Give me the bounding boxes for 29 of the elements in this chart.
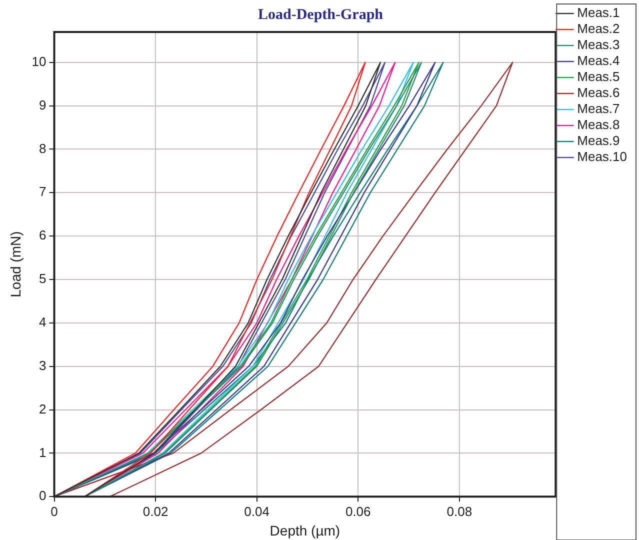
y-tick-label: 9 [39,97,46,112]
legend-label: Meas.6 [577,85,620,100]
y-tick-label: 2 [39,401,46,416]
y-tick-label: 0 [39,488,46,504]
x-tick-label: 0.02 [142,504,168,519]
x-axis-title: Depth (µm) [270,522,340,538]
x-tick-label: 0.06 [345,504,371,519]
y-axis-title: Load (mN) [7,231,24,298]
y-tick-label: 3 [39,358,46,373]
legend-label: Meas.1 [577,5,620,20]
legend-label: Meas.10 [577,149,628,164]
y-tick-label: 4 [39,314,46,330]
legend-label: Meas.4 [577,53,620,68]
y-tick-label: 10 [32,54,46,69]
legend-label: Meas.9 [577,133,620,148]
y-tick-label: 8 [39,140,46,156]
x-tick-label: 0 [50,504,58,519]
x-tick-label: 0.08 [446,504,472,519]
legend-label: Meas.7 [577,101,620,116]
legend-label: Meas.8 [577,117,620,132]
legend-label: Meas.3 [577,37,620,52]
y-tick-label: 1 [39,444,46,460]
x-tick-label: 0.04 [244,504,270,519]
chart-title: Load-Depth-Graph [258,6,384,23]
y-tick-label: 7 [39,184,46,200]
legend-label: Meas.5 [577,69,620,84]
legend-label: Meas.2 [577,21,620,36]
y-tick-label: 6 [39,228,46,243]
y-tick-label: 5 [39,271,46,286]
